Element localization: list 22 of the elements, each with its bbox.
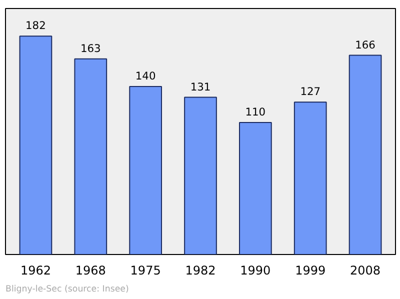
data-label: 182 (26, 19, 46, 32)
x-tick-label: 1975 (130, 264, 161, 278)
x-tick-label: 2008 (350, 264, 381, 278)
data-label: 140 (135, 70, 156, 82)
bar (348, 54, 382, 254)
x-tick-label: 1982 (185, 264, 216, 278)
x-tick-label: 1999 (295, 264, 326, 278)
text: Bligny-le-Sec (source: Insee) (6, 284, 129, 294)
data-label: 163 (80, 42, 101, 55)
x-tick-label: 1962 (20, 264, 51, 278)
data-label: 131 (190, 80, 211, 94)
bar (239, 122, 272, 254)
data-label: 127 (300, 85, 321, 98)
bar (19, 36, 52, 254)
bar (184, 96, 217, 254)
bar (74, 58, 108, 254)
bar (294, 102, 327, 254)
data-label: 166 (355, 38, 376, 52)
data-label: 110 (245, 106, 266, 118)
bar (129, 86, 162, 254)
x-tick-label: 1968 (75, 264, 106, 278)
x-tick-label: 1990 (240, 264, 271, 278)
